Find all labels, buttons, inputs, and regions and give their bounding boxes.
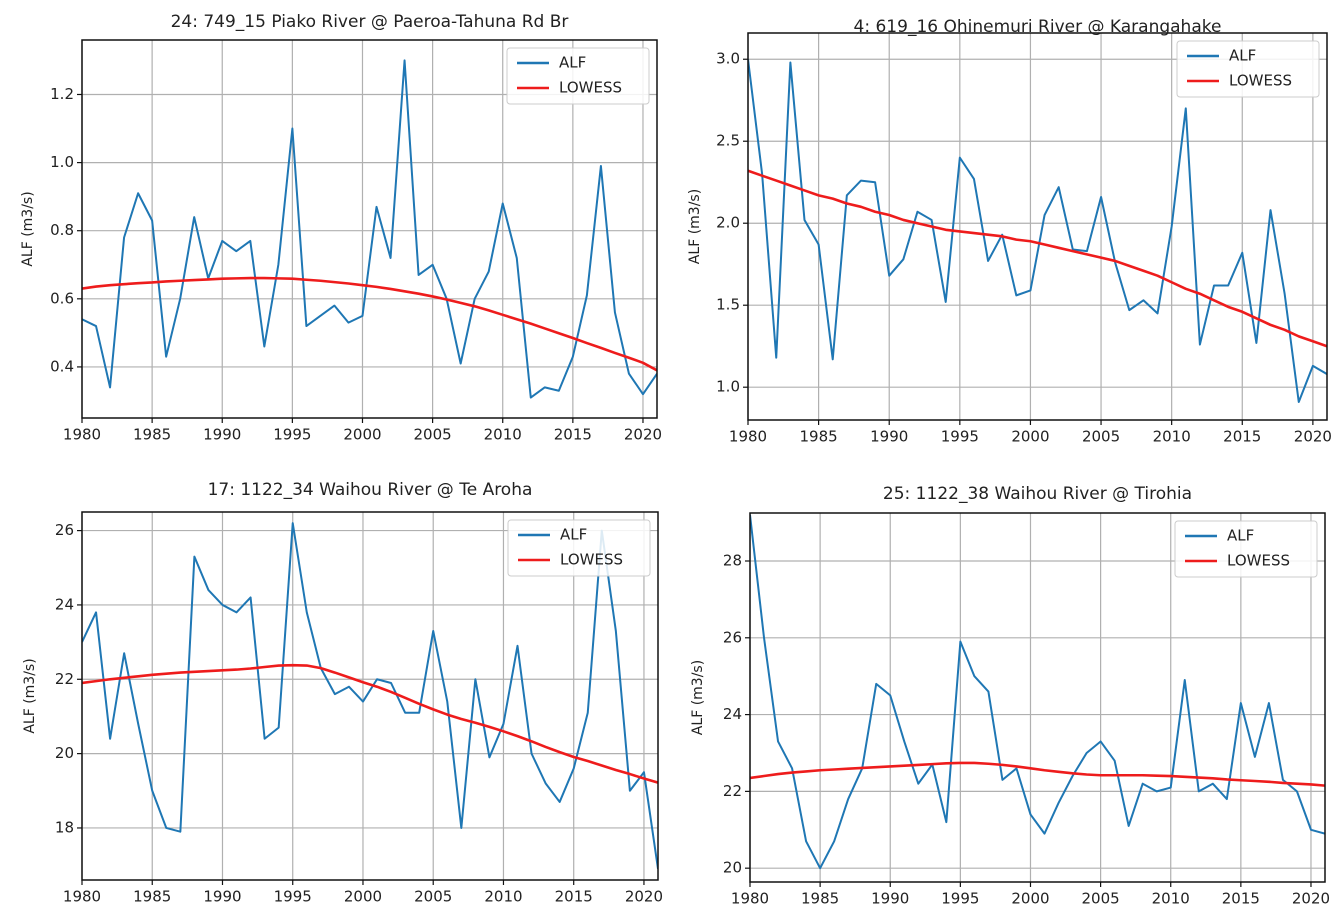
y-tick-label: 20	[55, 744, 74, 762]
y-tick-label: 1.0	[716, 378, 740, 396]
y-tick-label: 22	[55, 670, 74, 688]
series-line	[82, 663, 658, 784]
legend: ALF LOWESS	[1174, 520, 1318, 578]
x-tick-label: 1980	[63, 426, 101, 444]
x-tick-label: 1980	[729, 428, 767, 446]
x-tick-label: 1990	[871, 890, 909, 908]
legend-label: LOWESS	[1227, 552, 1290, 570]
y-tick-label: 3.0	[716, 50, 740, 68]
x-tick-label: 2010	[1153, 428, 1191, 446]
plot-frame	[81, 39, 658, 419]
x-tick-label: 2010	[1152, 890, 1190, 908]
y-axis-label: ALF (m3/s)	[687, 189, 703, 264]
x-tick-label: 1995	[941, 890, 979, 908]
x-tick-label: 2020	[1294, 428, 1332, 446]
plot-lines	[748, 59, 1327, 403]
y-tick-label: 1.2	[50, 85, 74, 103]
x-tick-label: 2000	[1011, 890, 1049, 908]
x-tick-label: 2005	[414, 888, 452, 906]
x-tick-label: 1985	[800, 428, 838, 446]
y-tick-label: 24	[723, 705, 742, 723]
x-tick-label: 1980	[731, 890, 769, 908]
plot-lines	[750, 514, 1325, 870]
series-line	[750, 761, 1325, 787]
y-tick-label: 0.6	[50, 289, 74, 307]
chart-title: 4: 619_16 Ohinemuri River @ Karangahake	[854, 17, 1222, 37]
subplot: 1980 1985 1990 1995 2000 2005 2010 2015 2020 1.0 1…	[687, 17, 1332, 446]
chart-title: 17: 1122_34 Waihou River @ Te Aroha	[208, 480, 533, 500]
x-tick-label: 2015	[554, 426, 592, 444]
y-tick-label: 28	[723, 551, 742, 569]
x-tick-label: 1985	[801, 890, 839, 908]
y-tick-label: 22	[723, 782, 742, 800]
legend: ALF LOWESS	[506, 47, 650, 105]
x-tick-label: 1990	[203, 888, 241, 906]
legend-label: ALF	[559, 54, 586, 72]
plot-frame	[81, 511, 659, 881]
y-tick-label: 26	[55, 521, 74, 539]
x-tick-label: 2020	[625, 888, 663, 906]
x-tick-label: 2000	[1011, 428, 1049, 446]
subplot: 1980 1985 1990 1995 2000 2005 2010 2015 2020 0.4 0…	[20, 12, 662, 444]
y-axis-label: ALF (m3/s)	[22, 658, 38, 733]
y-axis-label: ALF (m3/s)	[690, 660, 706, 735]
legend-label: ALF	[560, 526, 587, 544]
x-tick-label: 1995	[274, 888, 312, 906]
series-line	[748, 59, 1327, 403]
x-tick-label: 2020	[1292, 890, 1330, 908]
x-tick-label: 1995	[273, 426, 311, 444]
y-tick-label: 18	[55, 818, 74, 836]
y-tick-label: 0.4	[50, 357, 74, 375]
legend-label: ALF	[1227, 527, 1254, 545]
series-line	[82, 522, 658, 869]
series-line	[82, 59, 657, 399]
y-tick-label: 24	[55, 595, 74, 613]
plot-frame	[749, 512, 1326, 883]
x-tick-label: 2005	[1082, 890, 1120, 908]
legend: ALF LOWESS	[1176, 40, 1320, 98]
x-tick-label: 1995	[941, 428, 979, 446]
subplot: 1980 1985 1990 1995 2000 2005 2010 2015 20202022…	[690, 484, 1330, 908]
x-tick-label: 1980	[63, 888, 101, 906]
legend-label: ALF	[1229, 47, 1256, 65]
x-tick-label: 2010	[484, 426, 522, 444]
y-tick-label: 20	[723, 859, 742, 877]
x-tick-label: 2015	[1222, 890, 1260, 908]
chart-title: 25: 1122_38 Waihou River @ Tirohia	[883, 484, 1192, 504]
legend-label: LOWESS	[559, 79, 622, 97]
x-tick-label: 2005	[1082, 428, 1120, 446]
x-tick-label: 2000	[344, 888, 382, 906]
x-tick-label: 2015	[1223, 428, 1261, 446]
y-tick-label: 26	[723, 628, 742, 646]
subplot: 1980 1985 1990 1995 2000 2005 2010 2015 2020 18 20…	[22, 480, 663, 906]
plot-lines	[82, 522, 658, 869]
x-tick-label: 1985	[133, 426, 171, 444]
legend-label: LOWESS	[560, 551, 623, 569]
y-tick-label: 1.5	[716, 296, 740, 314]
series-line	[750, 514, 1325, 870]
y-tick-label: 1.0	[50, 153, 74, 171]
x-tick-label: 1985	[133, 888, 171, 906]
series-line	[748, 169, 1327, 348]
y-tick-label: 0.8	[50, 221, 74, 239]
y-tick-label: 2.5	[716, 132, 740, 150]
y-axis-label: ALF (m3/s)	[20, 191, 36, 266]
y-tick-label: 2.0	[716, 214, 740, 232]
x-tick-label: 2010	[484, 888, 522, 906]
legend: ALF LOWESS	[507, 519, 651, 577]
x-tick-label: 2005	[414, 426, 452, 444]
x-tick-label: 2015	[555, 888, 593, 906]
x-tick-label: 2020	[624, 426, 662, 444]
chart-title: 24: 749_15 Piako River @ Paeroa-Tahuna R…	[171, 12, 569, 32]
x-tick-label: 1990	[870, 428, 908, 446]
x-tick-label: 2000	[343, 426, 381, 444]
series-line	[82, 276, 657, 372]
legend-label: LOWESS	[1229, 72, 1292, 90]
plot-lines	[82, 59, 657, 399]
x-tick-label: 1990	[203, 426, 241, 444]
plot-frame	[747, 32, 1328, 421]
